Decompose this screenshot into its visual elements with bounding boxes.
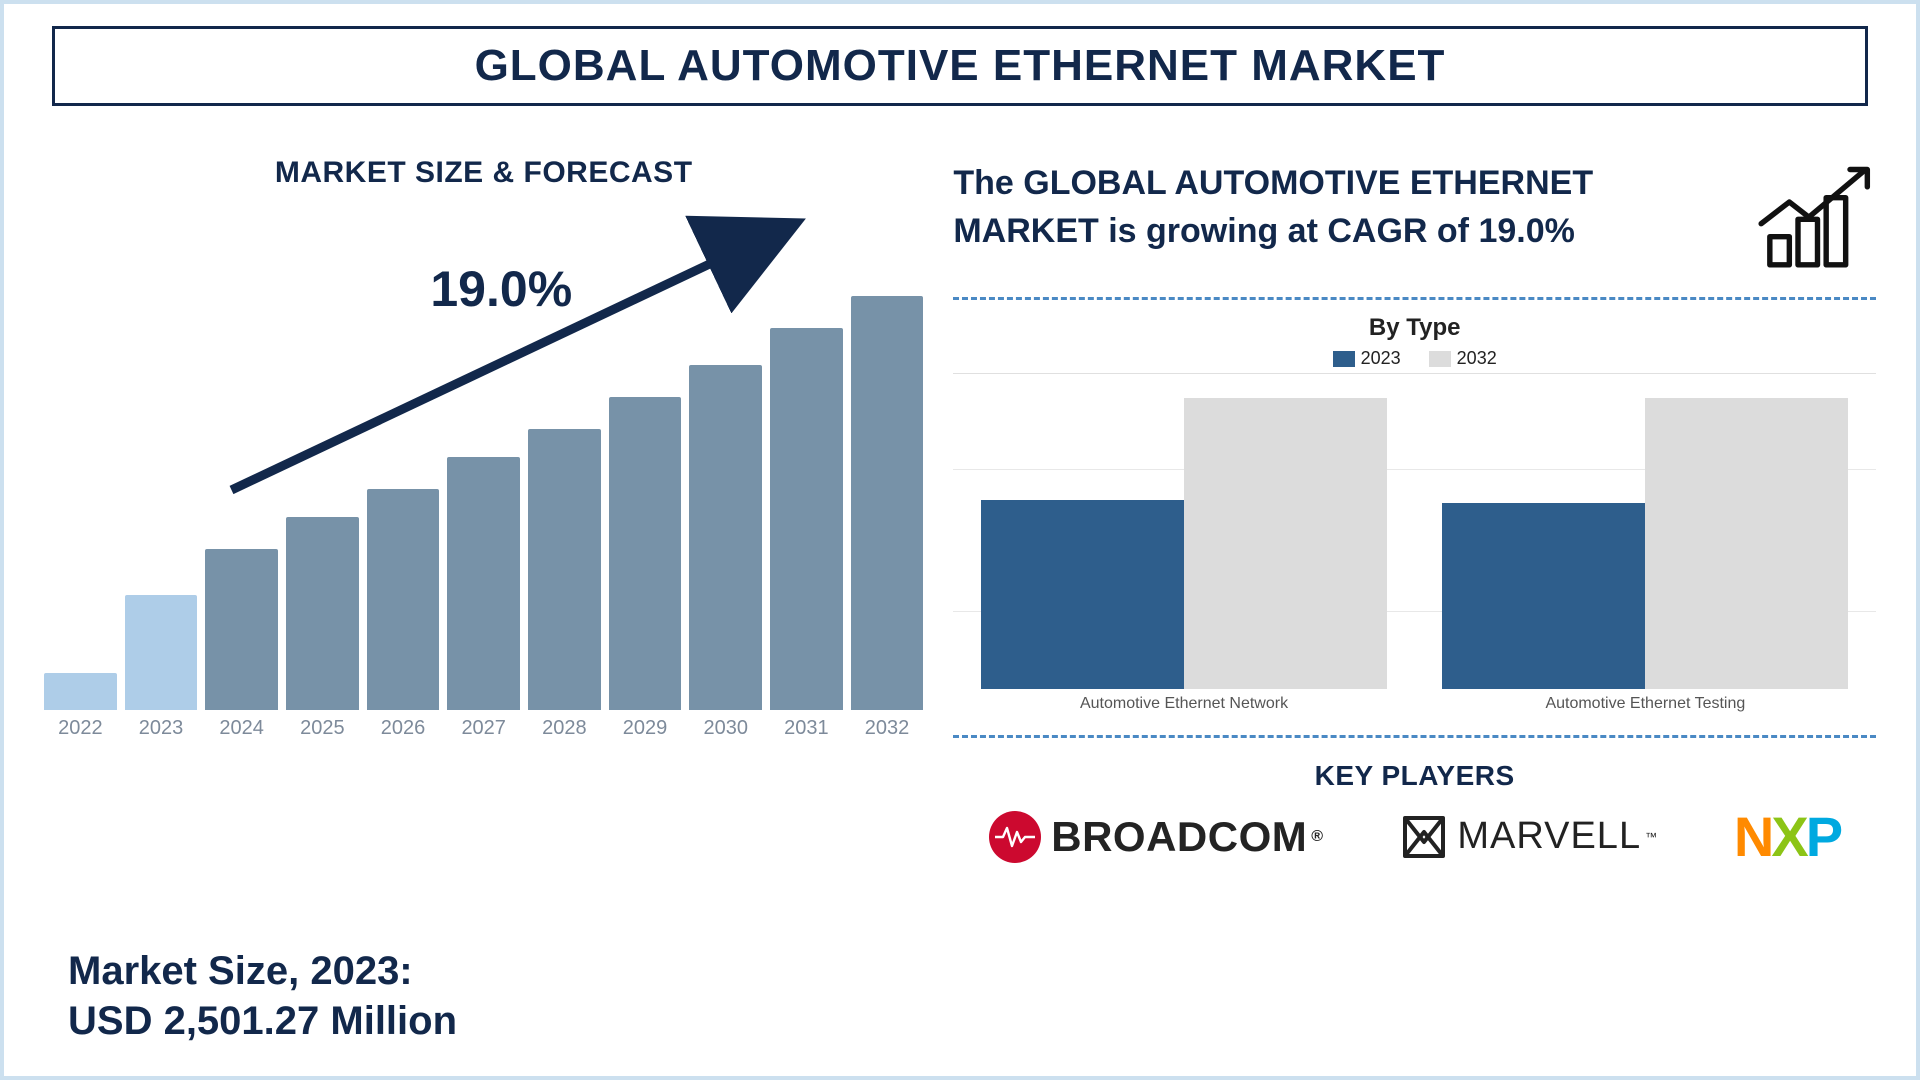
forecast-year-label: 2032 [851,717,924,740]
forecast-bar [205,549,278,710]
trademark-icon: ™ [1645,830,1658,844]
forecast-year-label: 2023 [125,717,198,740]
by-type-title: By Type [953,314,1876,342]
left-column: MARKET SIZE & FORECAST 19.0% 20222023202… [44,136,923,1046]
forecast-bar [125,595,198,710]
growth-text: The GLOBAL AUTOMOTIVE ETHERNET MARKET is… [953,160,1726,255]
forecast-bar [367,489,440,710]
type-group [953,398,1414,689]
registered-icon: ® [1311,828,1323,846]
title-bar: GLOBAL AUTOMOTIVE ETHERNET MARKET [52,26,1868,106]
right-column: The GLOBAL AUTOMOTIVE ETHERNET MARKET is… [953,136,1876,1046]
logo-nxp: NXP [1734,804,1840,869]
forecast-year-label: 2029 [609,717,682,740]
page-title: GLOBAL AUTOMOTIVE ETHERNET MARKET [55,41,1865,91]
forecast-bar [528,429,601,710]
forecast-year-label: 2030 [689,717,762,740]
forecast-bar [689,365,762,710]
forecast-bar [609,397,682,710]
legend-item-2032: 2032 [1429,348,1497,369]
divider-2 [953,735,1876,738]
growth-row: The GLOBAL AUTOMOTIVE ETHERNET MARKET is… [953,160,1876,275]
divider-1 [953,297,1876,300]
forecast-bar [851,296,924,710]
forecast-bar [770,328,843,710]
broadcom-pulse-icon [989,811,1041,863]
forecast-bar [286,517,359,710]
market-size-line1: Market Size, 2023: [68,946,923,996]
key-players-title: KEY PLAYERS [953,760,1876,792]
by-type-legend: 2023 2032 [953,348,1876,369]
logo-broadcom: BROADCOM® [989,811,1323,863]
forecast-year-label: 2028 [528,717,601,740]
by-type-chart: Automotive Ethernet NetworkAutomotive Et… [953,373,1876,713]
growth-chart-icon [1746,160,1876,275]
type-bar-2032 [1184,398,1387,689]
columns: MARKET SIZE & FORECAST 19.0% 20222023202… [44,136,1876,1046]
forecast-year-label: 2024 [205,717,278,740]
forecast-chart-wrap: 19.0% 2022202320242025202620272028202920… [44,220,923,928]
marvell-mark-icon [1399,812,1449,862]
type-group [1415,398,1876,689]
type-bar-2023 [981,500,1184,689]
market-size-block: Market Size, 2023: USD 2,501.27 Million [44,946,923,1046]
market-size-line2: USD 2,501.27 Million [68,996,923,1046]
logo-marvell: MARVELL™ [1399,812,1658,862]
forecast-year-label: 2022 [44,717,117,740]
forecast-year-label: 2031 [770,717,843,740]
forecast-bar-chart: 2022 2023 2024 2025 2026 2027 2028 2029 2030 2031… [44,220,923,740]
forecast-bar [44,673,117,710]
forecast-bar [447,457,520,710]
legend-item-2023: 2023 [1333,348,1401,369]
type-category-label: Automotive Ethernet Testing [1415,695,1876,713]
forecast-year-label: 2027 [447,717,520,740]
forecast-year-label: 2025 [286,717,359,740]
key-players-logos: BROADCOM® MARVELL™ NXP [953,804,1876,869]
forecast-title: MARKET SIZE & FORECAST [44,156,923,190]
type-category-label: Automotive Ethernet Network [953,695,1414,713]
infographic-frame: GLOBAL AUTOMOTIVE ETHERNET MARKET MARKET… [0,0,1920,1080]
type-bar-2023 [1442,503,1645,689]
type-bar-2032 [1645,398,1848,689]
forecast-year-label: 2026 [367,717,440,740]
